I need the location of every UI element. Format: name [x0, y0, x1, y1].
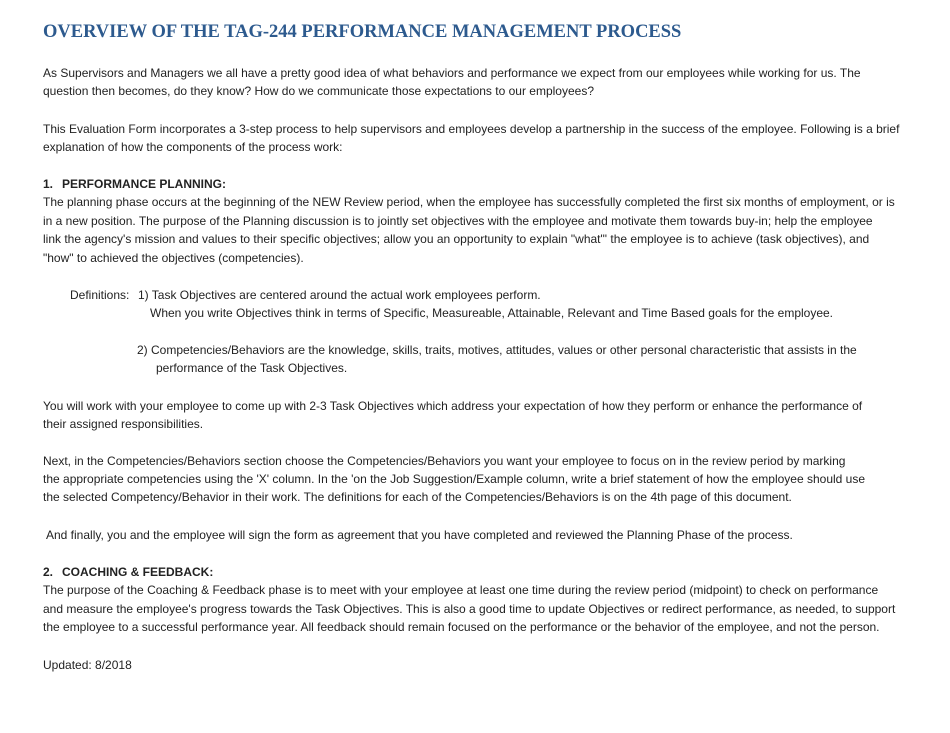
text-line: the employee to a successful performance… [43, 620, 880, 634]
text-line: As Supervisors and Managers we all have … [43, 66, 861, 80]
text-line: in a new position. The purpose of the Pl… [43, 214, 873, 228]
definitions-label: Definitions: [70, 288, 130, 302]
text-line: 1) Task Objectives are centered around t… [138, 288, 541, 302]
footer: Updated: 8/2018 [43, 658, 132, 672]
text-line: When you write Objectives think in terms… [150, 306, 834, 320]
text-line: link the agency's mission and values to … [43, 232, 870, 246]
text-line: the appropriate competencies using the '… [43, 472, 866, 486]
text-line: This Evaluation Form incorporates a 3-st… [43, 122, 900, 136]
section-number: 2. [43, 565, 54, 579]
text-line: explanation of how the components of the… [43, 140, 343, 154]
text-line: performance of the Task Objectives. [156, 361, 348, 375]
section-heading: COACHING & FEEDBACK: [62, 565, 214, 579]
text-line: 2) Competencies/Behaviors are the knowle… [137, 343, 857, 357]
text-line: the selected Competency/Behavior in thei… [43, 490, 792, 504]
text-line: and measure the employee's progress towa… [43, 602, 896, 616]
title: OVERVIEW OF THE TAG-244 PERFORMANCE MANA… [43, 22, 682, 42]
text-line: And finally, you and the employee will s… [46, 528, 793, 542]
text-line: Next, in the Competencies/Behaviors sect… [43, 454, 846, 468]
text-line: question then becomes, do they know? How… [43, 84, 594, 98]
section-heading: PERFORMANCE PLANNING: [62, 177, 226, 191]
section-number: 1. [43, 177, 54, 191]
text-line: The purpose of the Coaching & Feedback p… [43, 583, 879, 597]
text-line: their assigned responsibilities. [43, 417, 204, 431]
text-line: "how" to achieved the objectives (compet… [43, 251, 304, 265]
text-line: You will work with your employee to come… [43, 399, 863, 413]
text-line: The planning phase occurs at the beginni… [43, 195, 895, 209]
